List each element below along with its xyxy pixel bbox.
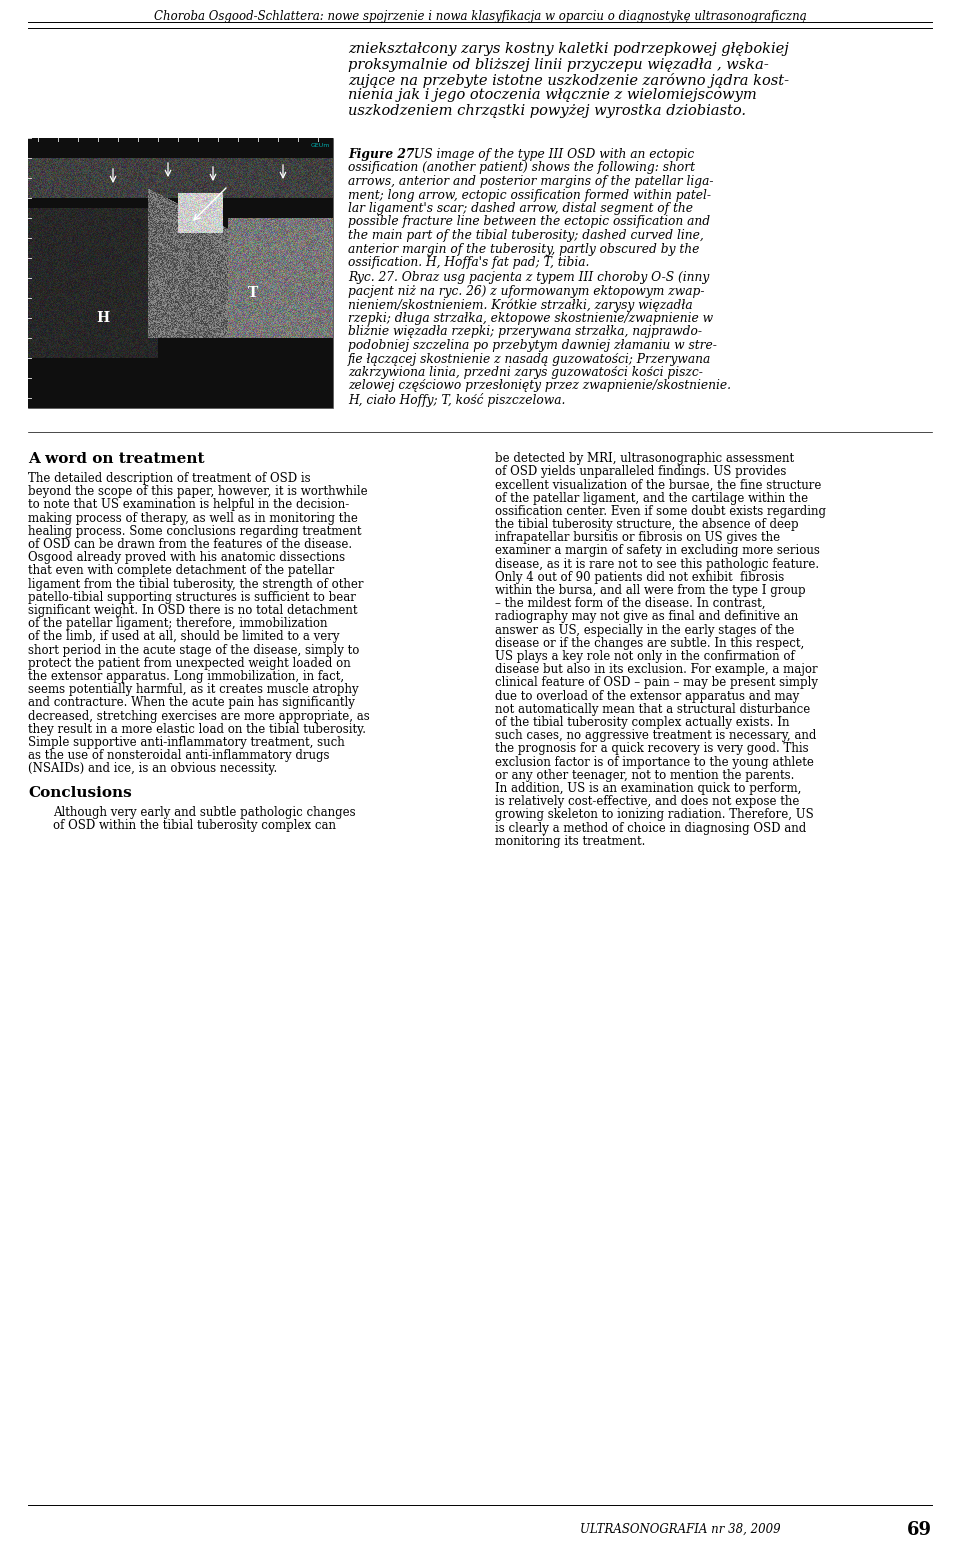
Text: In addition, US is an examination quick to perform,: In addition, US is an examination quick … [495,781,802,795]
Text: possible fracture line between the ectopic ossification and: possible fracture line between the ectop… [348,216,710,229]
Text: as the use of nonsteroidal anti-inflammatory drugs: as the use of nonsteroidal anti-inflamma… [28,749,329,763]
Text: examiner a margin of safety in excluding more serious: examiner a margin of safety in excluding… [495,545,820,557]
Text: short period in the acute stage of the disease, simply to: short period in the acute stage of the d… [28,644,359,656]
Text: significant weight. In OSD there is no total detachment: significant weight. In OSD there is no t… [28,604,357,618]
Text: Simple supportive anti-inflammatory treatment, such: Simple supportive anti-inflammatory trea… [28,736,345,749]
Text: ment; long arrow, ectopic ossification formed within patel-: ment; long arrow, ectopic ossification f… [348,188,711,202]
Text: pacjent niż na ryc. 26) z uformowanym ektopowym zwap-: pacjent niż na ryc. 26) z uformowanym ek… [348,286,705,298]
Text: Although very early and subtle pathologic changes: Although very early and subtle pathologi… [53,806,355,818]
Text: of OSD can be drawn from the features of the disease.: of OSD can be drawn from the features of… [28,537,352,551]
Text: the main part of the tibial tuberosity; dashed curved line,: the main part of the tibial tuberosity; … [348,229,704,242]
Text: 69: 69 [907,1521,932,1539]
Text: lar ligament's scar; dashed arrow, distal segment of the: lar ligament's scar; dashed arrow, dista… [348,202,693,215]
Text: making process of therapy, as well as in monitoring the: making process of therapy, as well as in… [28,511,358,525]
Text: they result in a more elastic load on the tibial tuberosity.: they result in a more elastic load on th… [28,723,366,736]
Text: proksymalnie od bliższej linii przyczepu więzadła , wska-: proksymalnie od bliższej linii przyczepu… [348,57,769,71]
Text: zakrzywiona linia, przedni zarys guzowatości kości piszc-: zakrzywiona linia, przedni zarys guzowat… [348,366,703,378]
Text: such cases, no aggressive treatment is necessary, and: such cases, no aggressive treatment is n… [495,729,816,743]
Text: excellent visualization of the bursae, the fine structure: excellent visualization of the bursae, t… [495,479,822,491]
Text: the extensor apparatus. Long immobilization, in fact,: the extensor apparatus. Long immobilizat… [28,670,344,682]
Text: to note that US examination is helpful in the decision-: to note that US examination is helpful i… [28,499,349,511]
Text: the prognosis for a quick recovery is very good. This: the prognosis for a quick recovery is ve… [495,743,808,755]
Text: of OSD yields unparalleled findings. US provides: of OSD yields unparalleled findings. US … [495,465,786,479]
Text: ossification center. Even if some doubt exists regarding: ossification center. Even if some doubt … [495,505,826,517]
Text: zelowej częściowo przesłonięty przez zwapnienie/skostnienie.: zelowej częściowo przesłonięty przez zwa… [348,380,731,392]
Text: of the limb, if used at all, should be limited to a very: of the limb, if used at all, should be l… [28,630,340,644]
Bar [28,137,333,408]
Text: seems potentially harmful, as it creates muscle atrophy: seems potentially harmful, as it creates… [28,682,359,696]
Text: H, ciało Hoffy; T, kość piszczelowa.: H, ciało Hoffy; T, kość piszczelowa. [348,394,565,408]
Text: infrapatellar bursitis or fibrosis on US gives the: infrapatellar bursitis or fibrosis on US… [495,531,780,543]
Text: due to overload of the extensor apparatus and may: due to overload of the extensor apparatu… [495,690,800,703]
Text: zniekształcony zarys kostny kaletki podrzepkowej głębokiej: zniekształcony zarys kostny kaletki podr… [348,42,789,56]
Text: T: T [248,286,258,300]
Text: disease but also in its exclusion. For example, a major: disease but also in its exclusion. For e… [495,664,818,676]
Text: uszkodzeniem chrząstki powyżej wyrostka dziobiasto.: uszkodzeniem chrząstki powyżej wyrostka … [348,103,746,117]
Text: ligament from the tibial tuberosity, the strength of other: ligament from the tibial tuberosity, the… [28,577,364,591]
Text: GEUm: GEUm [311,144,330,148]
Text: Choroba Osgood-Schlattera: nowe spojrzenie i nowa klasyfikacja w oparciu o diagn: Choroba Osgood-Schlattera: nowe spojrzen… [154,9,806,23]
Text: nieniem/skostnieniem. Krótkie strzałki, zarysy więzadła: nieniem/skostnieniem. Krótkie strzałki, … [348,298,692,312]
Text: disease or if the changes are subtle. In this respect,: disease or if the changes are subtle. In… [495,636,804,650]
Text: decreased, stretching exercises are more appropriate, as: decreased, stretching exercises are more… [28,710,370,723]
Text: – the mildest form of the disease. In contrast,: – the mildest form of the disease. In co… [495,598,765,610]
Text: nienia jak i jego otoczenia włącznie z wielomiejscowym: nienia jak i jego otoczenia włącznie z w… [348,88,756,102]
Text: radiography may not give as final and definitive an: radiography may not give as final and de… [495,610,799,624]
Text: Figure 27.: Figure 27. [348,148,419,161]
Text: H: H [96,310,109,324]
Text: clinical feature of OSD – pain – may be present simply: clinical feature of OSD – pain – may be … [495,676,818,690]
Text: that even with complete detachment of the patellar: that even with complete detachment of th… [28,565,334,577]
Text: or any other teenager, not to mention the parents.: or any other teenager, not to mention th… [495,769,794,781]
Text: within the bursa, and all were from the type I group: within the bursa, and all were from the … [495,584,805,598]
Text: of the patellar ligament; therefore, immobilization: of the patellar ligament; therefore, imm… [28,618,327,630]
Text: fie łączącej skostnienie z nasadą guzowatości; Przerywana: fie łączącej skostnienie z nasadą guzowa… [348,352,711,366]
Text: be detected by MRI, ultrasonographic assessment: be detected by MRI, ultrasonographic ass… [495,452,794,465]
Text: rzepki; długa strzałka, ektopowe skostnienie/zwapnienie w: rzepki; długa strzałka, ektopowe skostni… [348,312,713,324]
Text: exclusion factor is of importance to the young athlete: exclusion factor is of importance to the… [495,755,814,769]
Text: bliżnie więzadła rzepki; przerywana strzałka, najprawdo-: bliżnie więzadła rzepki; przerywana strz… [348,326,702,338]
Text: Ryc. 27. Obraz usg pacjenta z typem III choroby O-S (inny: Ryc. 27. Obraz usg pacjenta z typem III … [348,272,709,284]
Text: Only 4 out of 90 patients did not exhibit  fibrosis: Only 4 out of 90 patients did not exhibi… [495,571,784,584]
Text: ossification (another patient) shows the following: short: ossification (another patient) shows the… [348,162,695,174]
Text: patello-tibial supporting structures is sufficient to bear: patello-tibial supporting structures is … [28,591,356,604]
Text: (NSAIDs) and ice, is an obvious necessity.: (NSAIDs) and ice, is an obvious necessit… [28,763,277,775]
Text: of the patellar ligament, and the cartilage within the: of the patellar ligament, and the cartil… [495,491,808,505]
Text: Conclusions: Conclusions [28,786,132,800]
Text: A word on treatment: A word on treatment [28,452,204,466]
Text: healing process. Some conclusions regarding treatment: healing process. Some conclusions regard… [28,525,362,537]
Text: is clearly a method of choice in diagnosing OSD and: is clearly a method of choice in diagnos… [495,821,806,835]
Text: arrows, anterior and posterior margins of the patellar liga-: arrows, anterior and posterior margins o… [348,174,713,188]
Text: The detailed description of treatment of OSD is: The detailed description of treatment of… [28,472,311,485]
Text: of OSD within the tibial tuberosity complex can: of OSD within the tibial tuberosity comp… [53,818,336,832]
Text: and contracture. When the acute pain has significantly: and contracture. When the acute pain has… [28,696,355,709]
Text: disease, as it is rare not to see this pathologic feature.: disease, as it is rare not to see this p… [495,557,819,571]
Text: US plays a key role not only in the confirmation of: US plays a key role not only in the conf… [495,650,795,662]
Text: ULTRASONOGRAFIA nr 38, 2009: ULTRASONOGRAFIA nr 38, 2009 [580,1522,780,1536]
Text: anterior margin of the tuberosity, partly obscured by the: anterior margin of the tuberosity, partl… [348,242,700,255]
Text: monitoring its treatment.: monitoring its treatment. [495,835,645,848]
Text: the tibial tuberosity structure, the absence of deep: the tibial tuberosity structure, the abs… [495,517,799,531]
Text: US image of the type III OSD with an ectopic: US image of the type III OSD with an ect… [410,148,694,161]
Text: growing skeleton to ionizing radiation. Therefore, US: growing skeleton to ionizing radiation. … [495,809,814,821]
Text: ossification. H, Hoffa's fat pad; T, tibia.: ossification. H, Hoffa's fat pad; T, tib… [348,256,589,269]
Text: beyond the scope of this paper, however, it is worthwhile: beyond the scope of this paper, however,… [28,485,368,499]
Text: is relatively cost-effective, and does not expose the: is relatively cost-effective, and does n… [495,795,800,808]
Text: of the tibial tuberosity complex actually exists. In: of the tibial tuberosity complex actuall… [495,716,789,729]
Text: zujące na przebyte istotne uszkodzenie zarówno jądra kost-: zujące na przebyte istotne uszkodzenie z… [348,73,789,88]
Text: podobniej szczelina po przebytym dawniej złamaniu w stre-: podobniej szczelina po przebytym dawniej… [348,340,717,352]
Text: protect the patient from unexpected weight loaded on: protect the patient from unexpected weig… [28,656,350,670]
Text: not automatically mean that a structural disturbance: not automatically mean that a structural… [495,703,810,716]
Text: answer as US, especially in the early stages of the: answer as US, especially in the early st… [495,624,794,636]
Text: Osgood already proved with his anatomic dissections: Osgood already proved with his anatomic … [28,551,346,564]
